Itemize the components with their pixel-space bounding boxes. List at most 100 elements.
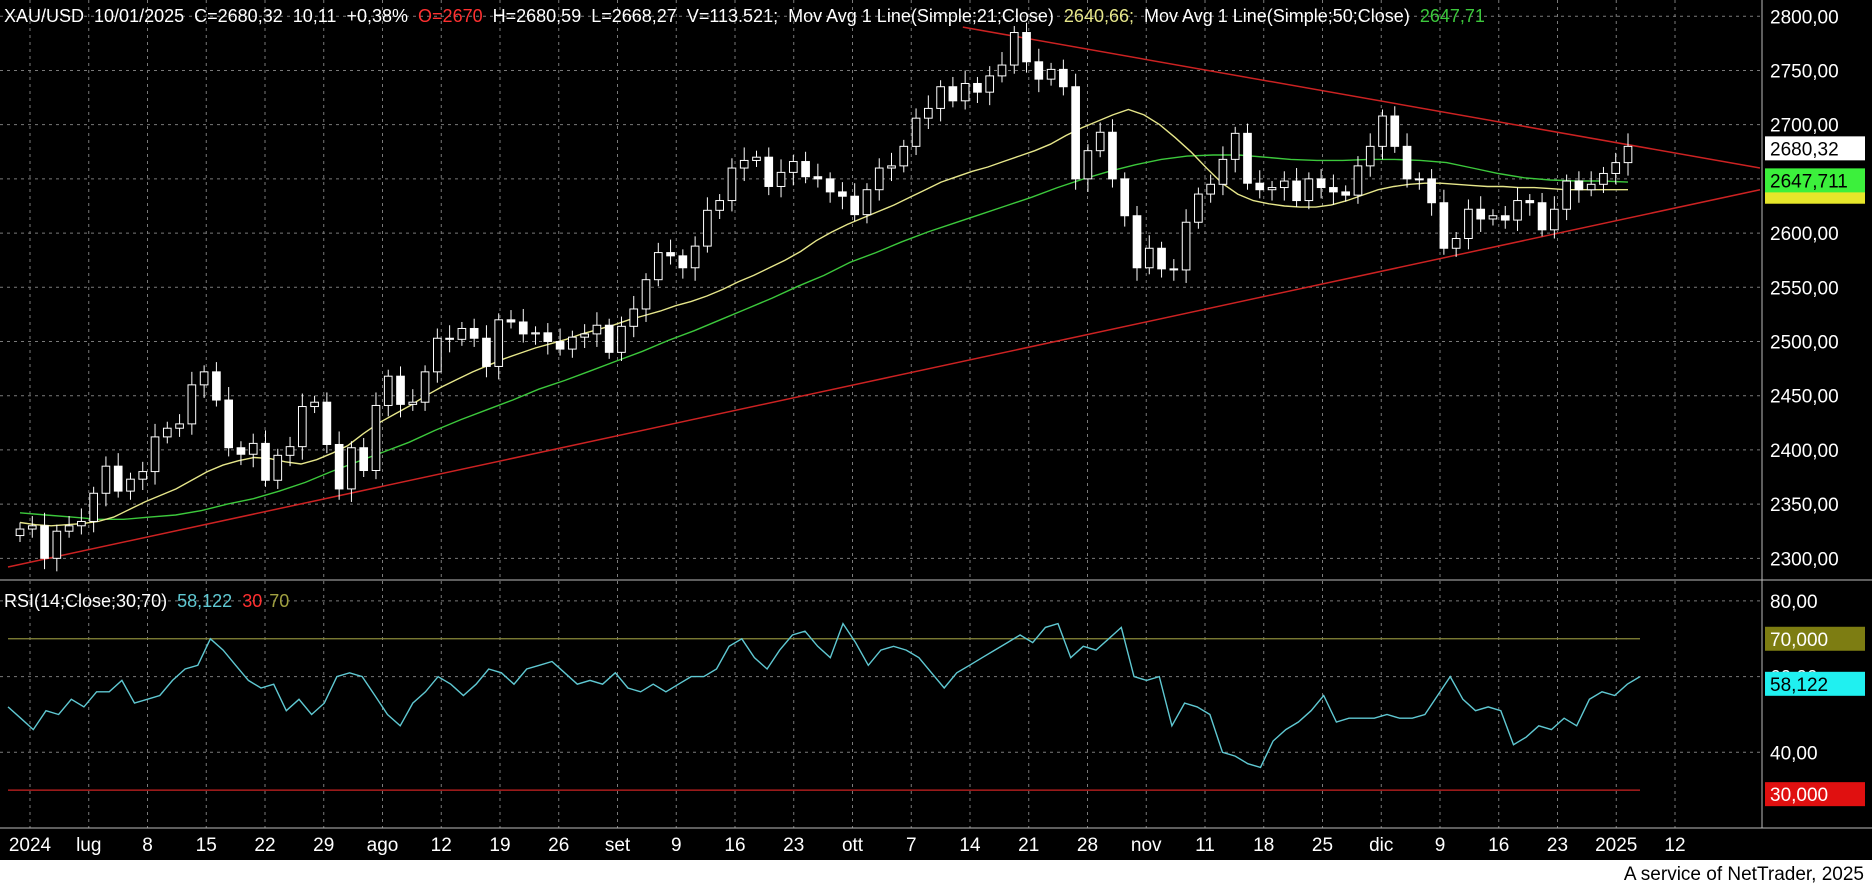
candle-body-down: [1022, 32, 1031, 63]
candle: [1353, 156, 1363, 204]
candle: [40, 512, 49, 570]
candle: [1022, 22, 1031, 73]
candle-body-down: [1243, 132, 1252, 184]
candle: [1083, 144, 1093, 192]
candle-body-down: [1292, 180, 1301, 202]
candle-body-up: [1267, 187, 1277, 191]
candle: [1390, 106, 1400, 153]
candle: [727, 158, 737, 212]
candle-body-up: [27, 525, 37, 530]
candle-body-down: [948, 86, 958, 102]
candle: [1279, 171, 1289, 201]
last-price-tag: 2680,32: [1770, 139, 1839, 160]
candle-body-up: [1451, 238, 1461, 249]
candle-body-down: [1537, 202, 1547, 231]
rsi-current-tag: 58,122: [1770, 675, 1828, 696]
candle-body-up: [727, 167, 737, 202]
date-tick-label: 15: [196, 835, 217, 856]
candle-body-down: [666, 252, 675, 257]
date-tick-label: 8: [142, 835, 153, 856]
candle: [359, 437, 369, 478]
candle: [604, 318, 614, 359]
date-tick-label: 7: [906, 835, 917, 856]
candle-body-up: [788, 161, 798, 173]
candle-body-down: [1427, 178, 1436, 204]
candle: [1476, 196, 1486, 232]
candle: [138, 461, 148, 491]
candle: [506, 310, 516, 329]
candle: [27, 516, 37, 538]
candle-body-down: [212, 371, 221, 401]
candle: [678, 249, 688, 279]
candle-body-down: [1120, 178, 1130, 217]
candle-body-down: [1341, 191, 1351, 196]
candle-body-up: [347, 447, 356, 490]
candle: [297, 393, 307, 460]
price-tick-label: 2750,00: [1770, 61, 1839, 82]
date-tick-label: 16: [724, 835, 745, 856]
candle: [1304, 172, 1314, 210]
date-tick-label: 26: [548, 835, 569, 856]
candle-body-down: [678, 255, 688, 269]
candle: [1550, 196, 1559, 239]
candle: [1451, 232, 1461, 257]
rsi-current-tag-bg: [1765, 671, 1865, 696]
candle-body-up: [690, 245, 700, 269]
candle-body-down: [1034, 61, 1044, 80]
candle-body-up: [1304, 178, 1314, 202]
ma21-value: 2640,66;: [1064, 6, 1134, 26]
candle: [531, 326, 540, 345]
symbol: XAU/USD: [4, 6, 84, 26]
candle-body-up: [1599, 172, 1608, 185]
candle-body-up: [1513, 200, 1522, 221]
candle-body-down: [359, 447, 369, 472]
candle-body-down: [801, 161, 810, 178]
rsi-value: 58,122: [177, 591, 232, 611]
candle: [1034, 48, 1044, 93]
candle: [1439, 189, 1449, 255]
candle-body-down: [1574, 180, 1584, 191]
volume-value: V=113.521;: [687, 6, 778, 26]
candle: [1378, 109, 1387, 160]
candle-body-up: [52, 530, 62, 559]
ma21-label: Mov Avg 1 Line(Simple;21;Close): [788, 6, 1054, 26]
open-value: O=2670: [418, 6, 483, 26]
candle: [764, 147, 774, 196]
ma21-tag-bg: [1765, 191, 1865, 204]
candle-body-down: [113, 465, 123, 492]
candle: [690, 236, 700, 281]
candle-body-down: [1071, 86, 1080, 180]
candle-body-up: [911, 117, 921, 147]
candle-body-up: [1144, 247, 1154, 269]
change-pct: +0,38%: [346, 6, 408, 26]
candle: [715, 194, 724, 219]
price-legend: XAU/USD 10/01/2025 C=2680,32 10,11 +0,38…: [4, 6, 1485, 26]
candle: [703, 197, 712, 253]
candle-body-up: [64, 525, 74, 532]
candle: [801, 151, 810, 184]
candle: [1464, 199, 1473, 250]
rsi-tick-label: 40,00: [1770, 743, 1818, 764]
candle-body-down: [604, 324, 614, 353]
date-tick-label: 23: [1547, 835, 1568, 856]
candle-body-up: [15, 528, 25, 537]
candle-body-up: [887, 165, 896, 169]
candle: [1623, 133, 1633, 176]
candle: [1341, 185, 1351, 202]
candle-body-up: [383, 375, 393, 406]
date-tick-label: 2025: [1595, 835, 1637, 856]
candle-body-up: [653, 252, 663, 281]
candle-body-up: [199, 371, 209, 386]
candle-body-up: [899, 145, 909, 167]
candle: [1267, 181, 1277, 201]
candle-body-up: [433, 337, 442, 373]
date-tick-label: ago: [367, 835, 399, 856]
candle: [568, 330, 577, 358]
candle-body-down: [1329, 187, 1338, 193]
price-tick-label: 2350,00: [1770, 495, 1839, 516]
date-tick-label: ott: [842, 835, 864, 856]
candle-body-up: [408, 401, 418, 405]
candle-body-up: [617, 325, 626, 353]
candle: [1132, 205, 1142, 281]
